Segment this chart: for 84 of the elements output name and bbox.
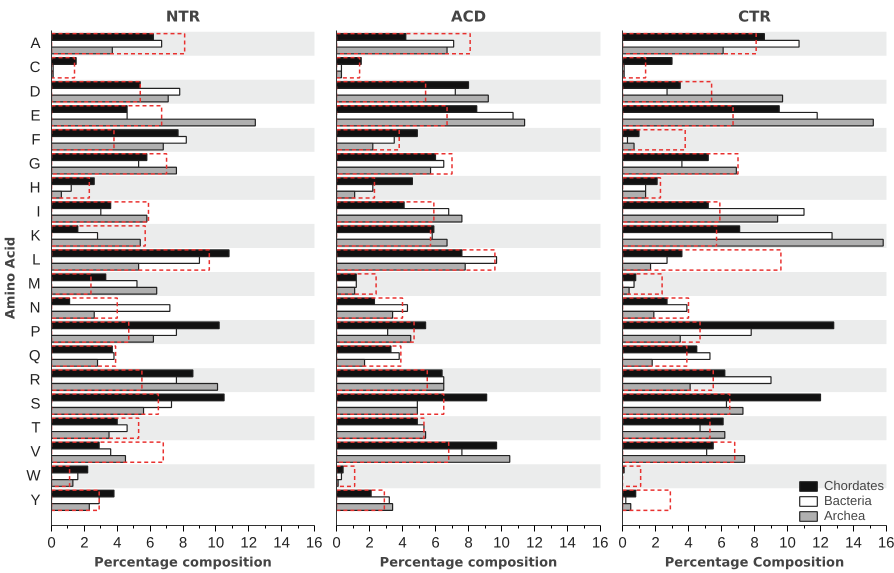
bar (52, 128, 115, 151)
bar (336, 489, 386, 512)
bar (622, 345, 688, 367)
bar (622, 489, 672, 512)
y-tick-label: H (30, 179, 41, 196)
y-tick-label: V (30, 444, 41, 461)
y-tick-label: K (30, 227, 41, 244)
x-tick-label: 10 (208, 534, 224, 552)
x-axis-title: Percentage composition (94, 556, 272, 570)
bar (336, 128, 400, 151)
x-tick-label: 8 (750, 534, 759, 552)
bar (52, 321, 130, 343)
x-axis-title: Percentage composition (380, 556, 558, 570)
y-tick-label: L (32, 251, 40, 268)
x-tick-label: 6 (431, 534, 440, 552)
x-tick-label: 12 (240, 534, 258, 552)
legend-label: Archea (824, 508, 866, 523)
bar (622, 177, 662, 199)
chart-title: CTR (738, 8, 772, 26)
bar (336, 321, 415, 343)
x-tick-label: 0 (332, 534, 341, 552)
x-tick-label: 8 (178, 534, 188, 552)
bar (336, 56, 360, 79)
x-axis-title: Percentage Composition (664, 556, 844, 570)
y-tick-label: M (28, 276, 41, 293)
bar (622, 297, 690, 319)
x-tick-label: 0 (618, 534, 627, 552)
y-tick-label: G (28, 155, 41, 172)
y-tick-label: N (30, 300, 41, 317)
x-tick-label: 16 (592, 534, 609, 552)
bar (52, 56, 76, 79)
legend-label: Chordates (824, 478, 884, 493)
bar (52, 177, 90, 199)
bar (622, 128, 686, 151)
y-tick-label: E (30, 107, 41, 124)
x-tick-label: 6 (146, 534, 154, 552)
x-tick-label: 16 (878, 534, 894, 552)
chart-title: NTR (166, 8, 201, 26)
y-tick-label: I (36, 203, 41, 220)
x-tick-label: 2 (80, 534, 89, 552)
bar (336, 177, 376, 199)
y-tick-label: Q (28, 348, 41, 365)
y-tick-label: D (30, 83, 41, 100)
y-tick-label: F (31, 131, 41, 148)
y-tick-label: T (31, 420, 41, 437)
bar (52, 489, 100, 512)
bar (336, 297, 404, 319)
x-tick-label: 10 (493, 534, 510, 552)
y-tick-label: A (30, 35, 41, 52)
bar (52, 273, 92, 295)
x-tick-label: 14 (273, 534, 290, 552)
y-tick-label: S (30, 396, 41, 413)
x-tick-label: 4 (113, 534, 122, 552)
y-tick-label: Y (30, 492, 41, 509)
bar (622, 321, 701, 343)
bar (336, 345, 402, 367)
x-tick-label: 12 (812, 534, 829, 552)
bar (52, 345, 116, 367)
y-tick-label: R (30, 372, 41, 389)
x-tick-label: 14 (559, 534, 576, 552)
x-tick-label: 0 (47, 534, 56, 552)
x-tick-label: 8 (464, 534, 473, 552)
x-tick-label: 6 (717, 534, 726, 552)
bar (622, 465, 642, 488)
y-axis-title: Amino Acid (3, 236, 18, 320)
x-tick-label: 2 (651, 534, 660, 552)
y-tick-label: C (30, 59, 41, 76)
x-tick-label: 12 (526, 534, 543, 552)
bar (622, 273, 663, 295)
bar (336, 273, 377, 295)
bar (336, 465, 356, 488)
legend-label: Bacteria (824, 493, 872, 508)
y-tick-label: W (26, 468, 42, 485)
bar (52, 465, 70, 488)
x-tick-label: 14 (845, 534, 862, 552)
chart-title: ACD (450, 8, 486, 26)
x-tick-label: 4 (398, 534, 407, 552)
x-tick-label: 10 (779, 534, 796, 552)
bar (52, 297, 118, 319)
bar (622, 56, 646, 79)
y-tick-label: P (30, 324, 41, 341)
x-tick-label: 4 (684, 534, 693, 552)
x-tick-label: 16 (306, 534, 323, 552)
x-tick-label: 2 (365, 534, 374, 552)
